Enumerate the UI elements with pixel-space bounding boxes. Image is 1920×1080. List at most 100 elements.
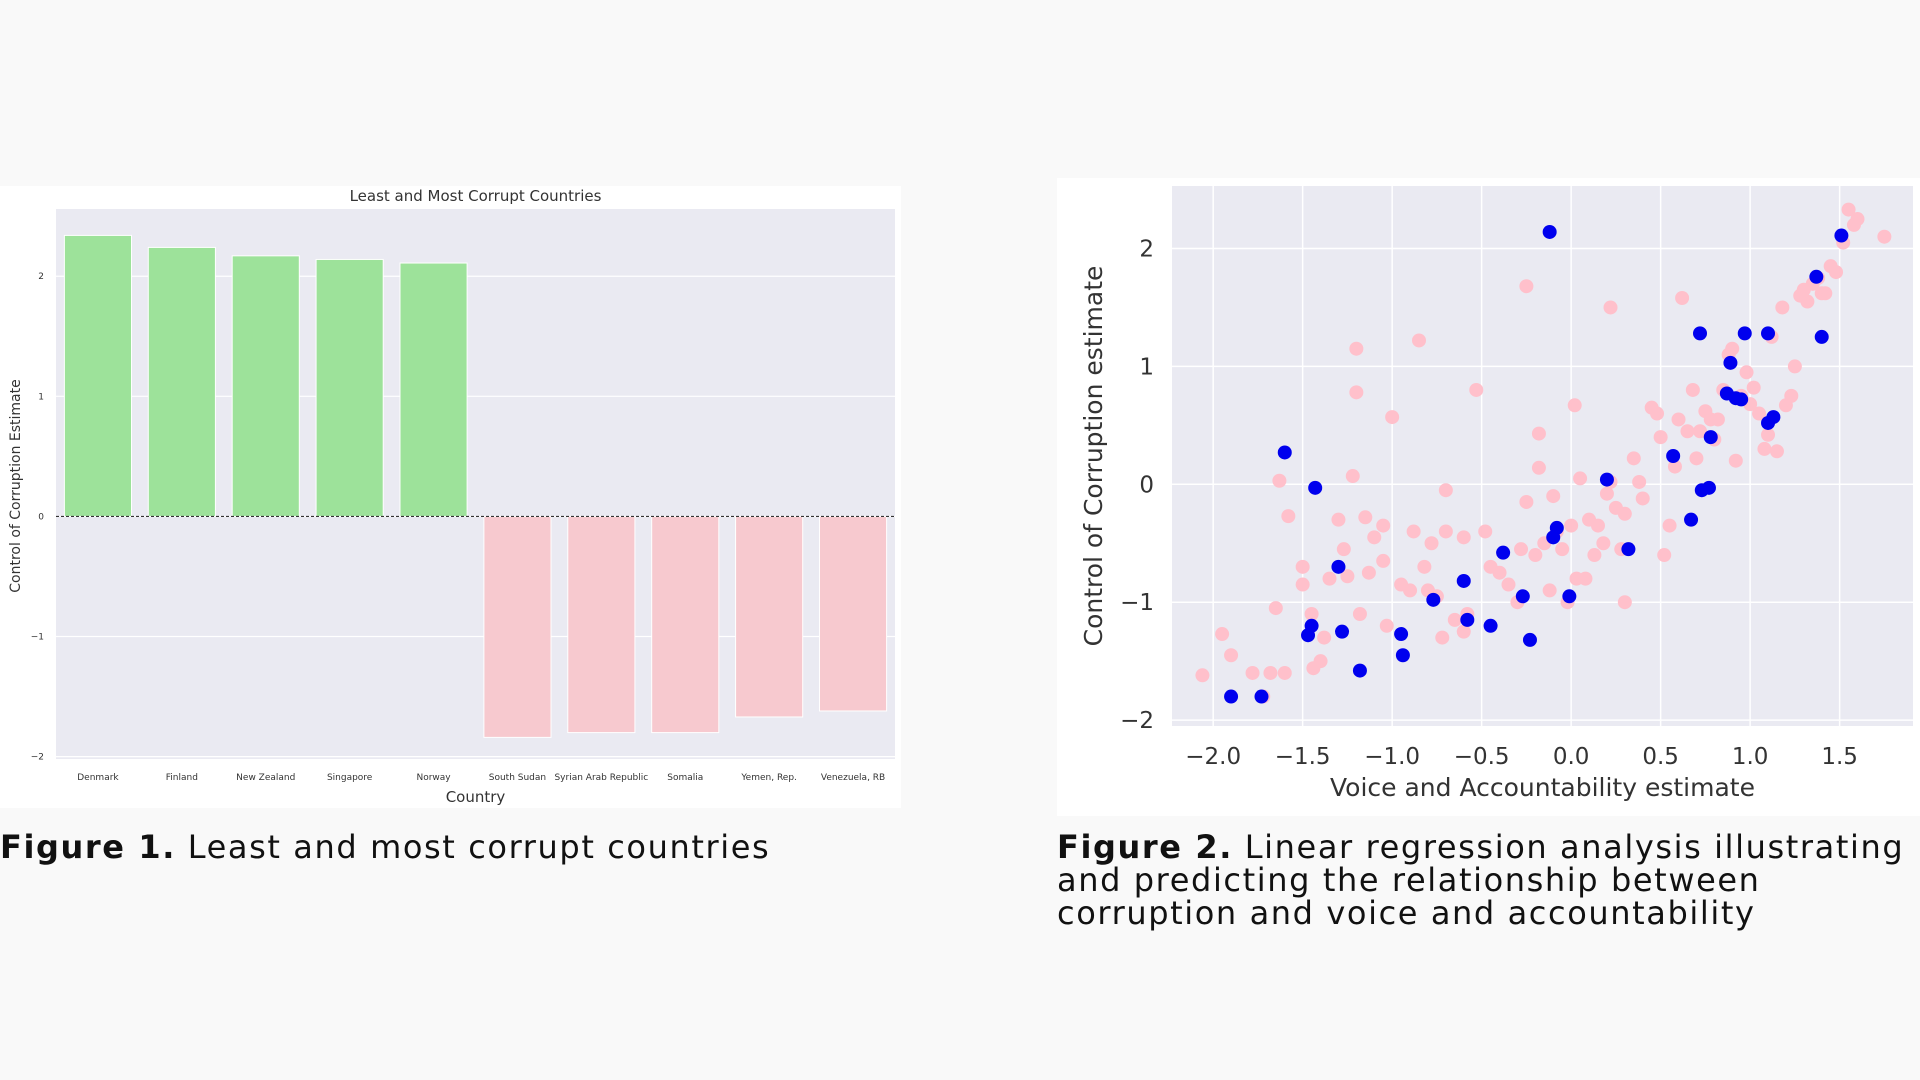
figure-1-caption: Figure 1. Least and most corrupt countri… — [0, 831, 880, 864]
scatter-point — [1626, 451, 1641, 466]
scatter-point — [1394, 627, 1409, 642]
y-axis-label: Control of Corruption estimate — [1079, 266, 1108, 647]
scatter-point — [1352, 663, 1367, 678]
scatter-point — [1752, 406, 1767, 421]
scatter-point — [1562, 589, 1577, 604]
figure-1-caption-text: Least and most corrupt countries — [175, 828, 771, 866]
scatter-point — [1746, 380, 1761, 395]
scatter-point — [1728, 453, 1743, 468]
scatter-point — [1784, 388, 1799, 403]
scatter-point — [1766, 410, 1781, 425]
scatter-point — [1519, 279, 1534, 294]
scatter-point — [1734, 392, 1749, 407]
scatter-point — [1483, 618, 1498, 633]
bar — [147, 246, 216, 517]
scatter-point — [1769, 444, 1784, 459]
scatter-point — [1438, 524, 1453, 539]
scatter-point — [1567, 398, 1582, 413]
scatter-point — [1478, 524, 1493, 539]
plot-area — [1172, 186, 1913, 726]
scatter-point — [1671, 412, 1686, 427]
scatter-point — [1578, 571, 1593, 586]
scatter-point — [1438, 483, 1453, 498]
scatter-point — [1757, 441, 1772, 456]
scatter-point — [1632, 474, 1647, 489]
scatter-point — [1331, 512, 1346, 527]
scatter-point — [1703, 430, 1718, 445]
scatter-point — [1460, 612, 1475, 627]
scatter-point — [1775, 300, 1790, 315]
scatter-point — [1739, 365, 1754, 380]
scatter-point — [1376, 518, 1391, 533]
scatter-point — [1573, 471, 1588, 486]
x-tick-label: Denmark — [77, 773, 119, 783]
scatter-point — [1653, 430, 1668, 445]
scatter-point — [1603, 300, 1618, 315]
bar — [315, 258, 384, 517]
scatter-point — [1675, 291, 1690, 306]
scatter-point — [1403, 583, 1418, 598]
scatter-point — [1456, 624, 1471, 639]
scatter-point — [1331, 559, 1346, 574]
scatter-point — [1650, 406, 1665, 421]
y-tick-label: 2 — [38, 272, 44, 282]
scatter-point — [1542, 583, 1557, 598]
scatter-point — [1412, 333, 1426, 348]
y-tick-label: 0 — [38, 512, 44, 522]
bar — [63, 234, 133, 517]
bar — [735, 515, 804, 718]
scatter-point — [1281, 509, 1296, 524]
figure-2-panel: −2.0 −1.5 −1.0 −0.5 0.0 0.5 1.0 1.5 −2 −1 0 1 2 Voice… — [1057, 178, 1920, 816]
x-tick-label: New Zealand — [236, 773, 295, 783]
scatter-point — [1295, 559, 1310, 574]
x-tick-label: 1.5 — [1821, 744, 1858, 770]
y-tick-label: −1 — [1120, 590, 1154, 616]
scatter-point — [1406, 524, 1421, 539]
scatter-point — [1693, 326, 1708, 341]
scatter-point — [1195, 668, 1210, 683]
y-axis-label: Control of Corruption Estimate — [8, 379, 24, 592]
figure-2-caption: Figure 2. Linear regression analysis ill… — [1057, 831, 1917, 930]
scatter-point — [1850, 212, 1865, 227]
chart-title: Least and Most Corrupt Countries — [350, 187, 602, 205]
scatter-point — [1617, 595, 1632, 610]
scatter-point — [1761, 326, 1776, 341]
scatter-point — [1358, 510, 1373, 525]
scatter-point — [1376, 553, 1391, 568]
scatter-point — [1426, 592, 1441, 607]
scatter-point — [1684, 512, 1699, 527]
scatter-point — [1215, 627, 1230, 642]
bar-chart: −2 −1 0 1 2 Denmark Finland New Zealand Singapor… — [8, 187, 895, 806]
x-tick-label: Venezuela, RB — [821, 773, 885, 783]
scatter-point — [1514, 542, 1529, 557]
scatter-point — [1361, 565, 1376, 580]
scatter-point — [1680, 424, 1695, 439]
x-tick-label: 0.5 — [1642, 744, 1679, 770]
scatter-point — [1666, 449, 1681, 463]
scatter-point — [1245, 665, 1260, 680]
scatter-point — [1367, 530, 1382, 545]
scatter-point — [1531, 426, 1546, 441]
scatter-point — [1254, 689, 1269, 704]
scatter-point — [1424, 536, 1439, 551]
scatter-point — [1531, 460, 1546, 475]
scatter-point — [1710, 412, 1725, 427]
scatter-point — [1304, 606, 1319, 621]
scatter-point — [1841, 202, 1856, 217]
scatter-point — [1877, 229, 1892, 244]
figure-2-label: Figure 2. — [1057, 828, 1233, 866]
scatter-point — [1522, 632, 1537, 647]
scatter-point — [1587, 548, 1602, 563]
scatter-point — [1829, 265, 1844, 280]
scatter-point — [1555, 542, 1570, 557]
scatter-point — [1496, 545, 1511, 560]
figure-2-caption-text: Linear regression analysis illustrating … — [1057, 828, 1905, 932]
scatter-point — [1701, 480, 1716, 495]
bar — [399, 262, 468, 517]
scatter-point — [1667, 459, 1682, 474]
scatter-point — [1385, 410, 1400, 425]
scatter-point — [1336, 542, 1351, 557]
scatter-point — [1335, 624, 1350, 639]
scatter-point — [1599, 486, 1614, 501]
x-tick-label: Norway — [416, 773, 451, 783]
